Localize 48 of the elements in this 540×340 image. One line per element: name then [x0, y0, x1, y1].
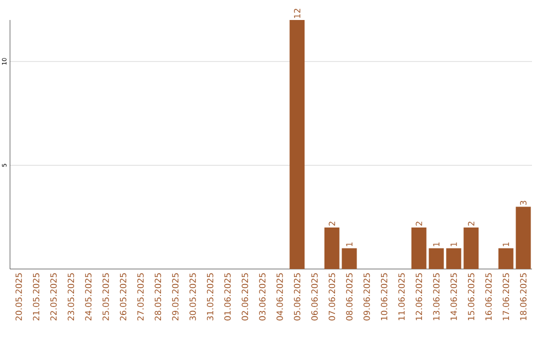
x-tick-label: 18.06.2025 — [520, 273, 527, 320]
bar — [516, 206, 531, 269]
x-tick-label: 12.06.2025 — [416, 273, 422, 320]
x-tick-label: 27.05.2025 — [137, 273, 144, 320]
x-tick-label: 17.06.2025 — [502, 273, 510, 320]
x-tick-label: 15.06.2025 — [468, 273, 474, 320]
data-label: 2 — [328, 222, 336, 226]
x-tick-label: 13.06.2025 — [433, 273, 440, 320]
x-tick-label: 11.06.2025 — [398, 273, 405, 320]
x-tick-label: 23.05.2025 — [68, 273, 74, 320]
x-tick-label: 05.06.2025 — [294, 273, 300, 320]
data-label: 3 — [520, 200, 527, 205]
data-label: 2 — [416, 222, 422, 226]
data-label: 1 — [346, 242, 352, 246]
x-tick-label: 21.05.2025 — [32, 273, 40, 320]
bar — [498, 248, 514, 269]
data-label: 1 — [502, 242, 509, 246]
x-tick-label: 08.06.2025 — [346, 273, 353, 320]
data-label: 12 — [294, 8, 300, 18]
bar — [411, 228, 426, 269]
bar — [464, 228, 479, 269]
bar — [342, 248, 357, 269]
x-tick-label: 04.06.2025 — [276, 273, 283, 320]
x-tick-label: 03.06.2025 — [259, 273, 266, 320]
x-tick-label: 02.06.2025 — [242, 273, 248, 320]
x-tick-label: 29.05.2025 — [172, 273, 179, 320]
x-tick-label: 14.06.2025 — [450, 273, 457, 320]
data-label: 1 — [433, 242, 440, 246]
x-tick-label: 16.06.2025 — [485, 273, 492, 320]
x-tick-label: 07.06.2025 — [328, 273, 336, 320]
x-tick-label: 20.05.2025 — [16, 273, 22, 320]
x-tick-label: 24.05.2025 — [85, 273, 92, 320]
x-tick-label: 09.06.2025 — [364, 273, 370, 320]
bar — [290, 20, 305, 269]
x-tick-label: 28.05.2025 — [154, 273, 162, 320]
x-tick-label: 25.05.2025 — [102, 273, 109, 320]
data-label: 1 — [450, 242, 457, 246]
data-label: 2 — [468, 222, 474, 226]
bar — [428, 248, 444, 269]
x-tick-label: 10.06.2025 — [380, 273, 388, 320]
x-tick-label: 31.05.2025 — [206, 273, 214, 320]
x-tick-label: 01.06.2025 — [224, 273, 231, 320]
x-tick-label: 22.05.2025 — [50, 273, 57, 320]
x-tick-label: 30.05.2025 — [190, 273, 196, 320]
x-tick-label: 26.05.2025 — [120, 273, 126, 320]
bar — [324, 228, 340, 269]
x-tick-label: 06.06.2025 — [311, 273, 318, 320]
bar — [446, 248, 462, 269]
